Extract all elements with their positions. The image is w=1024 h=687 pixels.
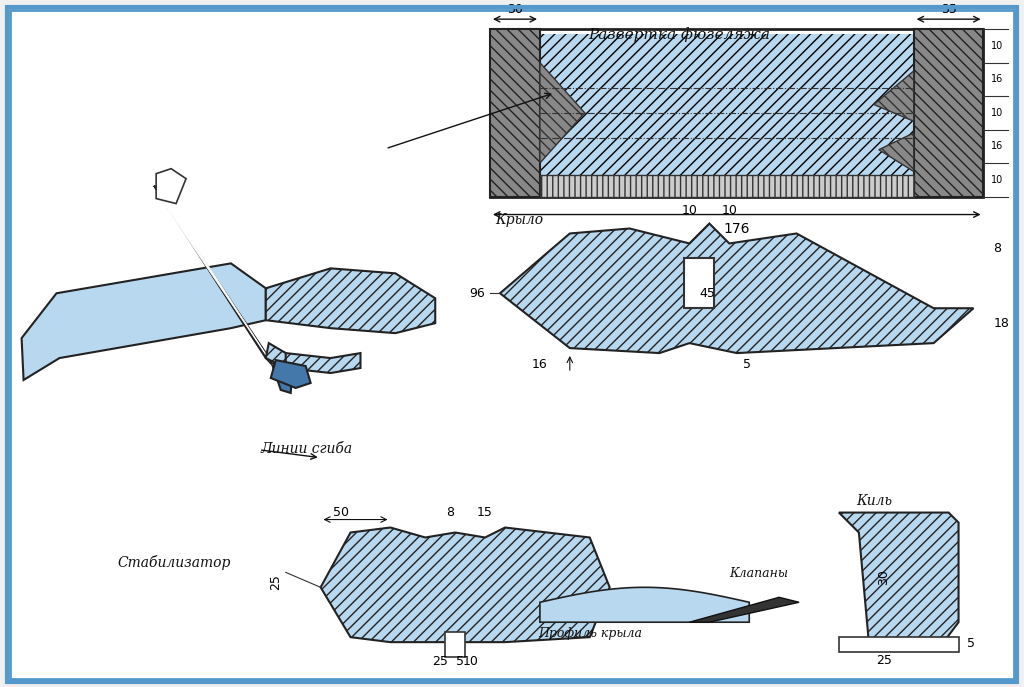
Polygon shape <box>500 223 974 353</box>
Polygon shape <box>270 348 360 373</box>
Polygon shape <box>540 63 585 163</box>
Polygon shape <box>158 189 272 365</box>
Bar <box>839 637 958 652</box>
Text: 5: 5 <box>967 637 975 650</box>
Text: Киль: Киль <box>856 493 892 508</box>
Text: 8: 8 <box>993 242 1001 255</box>
Text: 30: 30 <box>878 570 890 585</box>
Text: Развертка фюзеляжа: Развертка фюзеляжа <box>589 27 770 42</box>
Polygon shape <box>879 133 913 172</box>
Polygon shape <box>873 71 913 121</box>
Polygon shape <box>156 169 186 203</box>
Text: 25: 25 <box>432 655 449 668</box>
Polygon shape <box>321 528 609 642</box>
Text: 35: 35 <box>941 3 956 16</box>
Text: 30: 30 <box>507 3 523 16</box>
Bar <box>684 258 715 308</box>
Text: 10: 10 <box>991 108 1004 118</box>
Text: 18: 18 <box>993 317 1010 330</box>
Text: 8: 8 <box>446 506 455 519</box>
Polygon shape <box>22 269 261 378</box>
Text: 45: 45 <box>699 286 715 300</box>
Polygon shape <box>839 513 958 642</box>
Text: 96: 96 <box>469 286 485 300</box>
Text: Профиль крыла: Профиль крыла <box>538 627 642 640</box>
Polygon shape <box>155 185 275 368</box>
Text: 5: 5 <box>742 358 751 371</box>
Bar <box>490 29 983 196</box>
Text: 10: 10 <box>991 41 1004 51</box>
Text: Крыло: Крыло <box>495 212 543 227</box>
Polygon shape <box>266 269 435 333</box>
Bar <box>490 29 540 196</box>
Text: 5: 5 <box>456 655 464 668</box>
Bar <box>495 34 979 192</box>
Text: Линии сгиба: Линии сгиба <box>261 442 353 455</box>
Text: 16: 16 <box>991 74 1004 85</box>
Polygon shape <box>272 366 293 393</box>
Text: 25: 25 <box>876 654 892 667</box>
Text: Клапаны: Клапаны <box>729 567 788 581</box>
Text: 176: 176 <box>724 221 750 236</box>
Text: Стабилизатор: Стабилизатор <box>118 555 230 570</box>
Text: 10: 10 <box>991 175 1004 185</box>
Text: 16: 16 <box>532 358 548 371</box>
Bar <box>913 29 983 196</box>
Polygon shape <box>540 587 750 622</box>
Bar <box>540 174 913 196</box>
Text: 50: 50 <box>333 506 348 519</box>
Text: 10: 10 <box>682 203 697 216</box>
Polygon shape <box>270 360 310 388</box>
Polygon shape <box>266 343 286 368</box>
Polygon shape <box>689 597 799 622</box>
Text: 10: 10 <box>462 655 478 668</box>
Polygon shape <box>22 263 266 380</box>
Text: 25: 25 <box>269 574 283 590</box>
Text: 16: 16 <box>991 142 1004 151</box>
Bar <box>445 632 465 657</box>
Text: 15: 15 <box>477 506 493 519</box>
Text: 10: 10 <box>721 203 737 216</box>
